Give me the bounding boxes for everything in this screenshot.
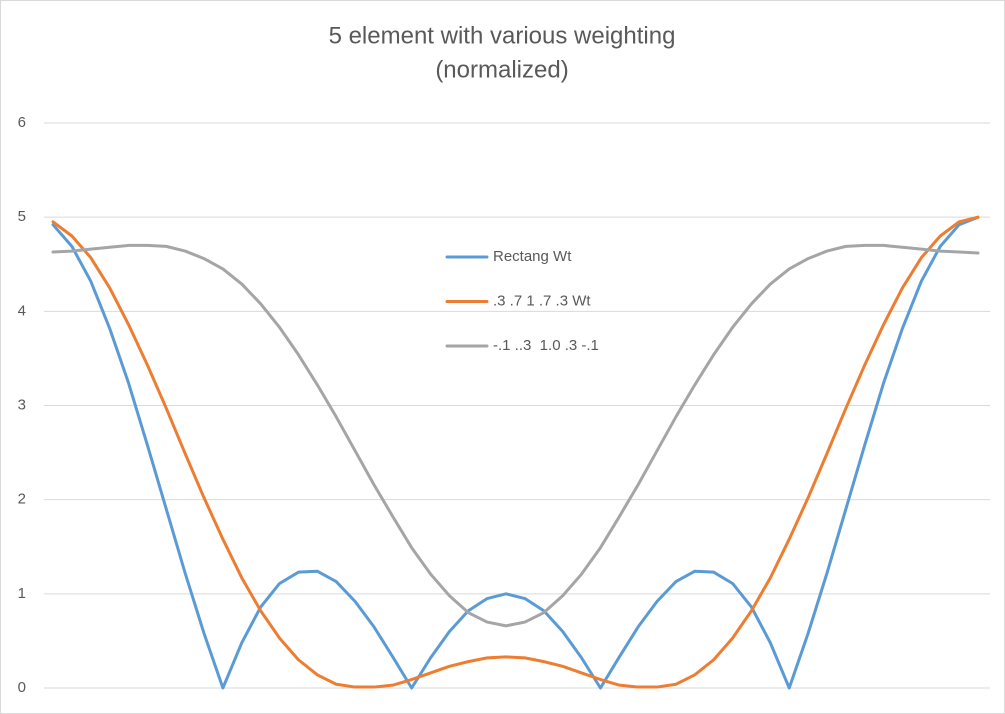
series-line: [51, 215, 980, 690]
y-tick-label: 3: [18, 396, 26, 413]
legend-label: -.1 ..3 1.0 .3 -.1: [493, 337, 599, 354]
y-tick-label: 4: [18, 302, 26, 319]
chart-subtitle: (normalized): [435, 56, 568, 83]
legend-label: .3 .7 1 .7 .3 Wt: [493, 292, 591, 309]
chart-title: 5 element with various weighting: [329, 22, 676, 49]
y-tick-label: 1: [18, 585, 26, 602]
y-tick-label: 2: [18, 491, 26, 508]
series-line: [51, 215, 980, 689]
y-tick-label: 6: [18, 114, 26, 131]
y-tick-label: 0: [18, 679, 26, 696]
series-line: [51, 243, 980, 628]
legend-label: Rectang Wt: [493, 248, 572, 265]
y-tick-label: 5: [18, 208, 26, 225]
